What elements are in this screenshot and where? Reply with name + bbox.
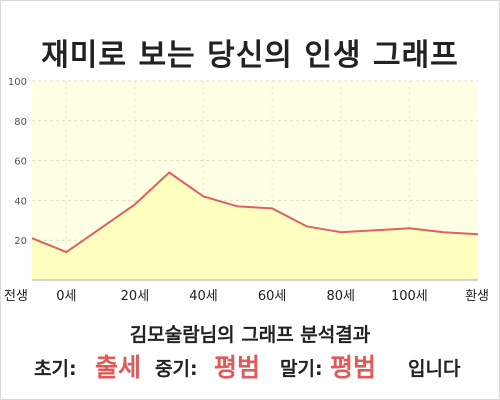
late-label: 말기: [280,358,323,380]
early-value: 출세 [95,353,142,382]
analysis-subtitle: 김모술람님의 그래프 분석결과 [129,324,371,346]
late-value: 평범 [330,353,377,382]
x-tick-label: 100세 [391,289,428,304]
x-axis-ticks: 전생 0세 20세 40세 60세 80세 100세 환생 [4,289,489,304]
y-axis-ticks: 20 40 60 80 100 [8,77,27,247]
result-suffix: 입니다 [408,358,461,380]
y-tick-label: 40 [14,196,27,207]
x-tick-label: 환생 [465,289,489,304]
x-tick-label: 80세 [327,289,356,304]
y-tick-label: 80 [14,117,27,128]
page-title: 재미로 보는 당신의 인생 그래프 [41,38,459,73]
y-tick-label: 100 [8,77,27,88]
analysis-result: 초기: 출세 중기: 평범 말기: 평범 입니다 [0,348,500,382]
x-tick-label: 0세 [56,289,76,304]
middle-label: 중기: [155,358,198,380]
middle-value: 평범 [214,353,261,382]
y-tick-label: 60 [14,157,27,168]
life-area-fill [32,172,478,280]
x-tick-label: 전생 [4,289,28,304]
early-label: 초기: [34,358,77,380]
y-tick-label: 20 [14,236,27,247]
x-tick-label: 40세 [189,289,218,304]
life-line [31,171,479,254]
x-tick-label: 20세 [121,289,150,304]
x-tick-label: 60세 [258,289,287,304]
